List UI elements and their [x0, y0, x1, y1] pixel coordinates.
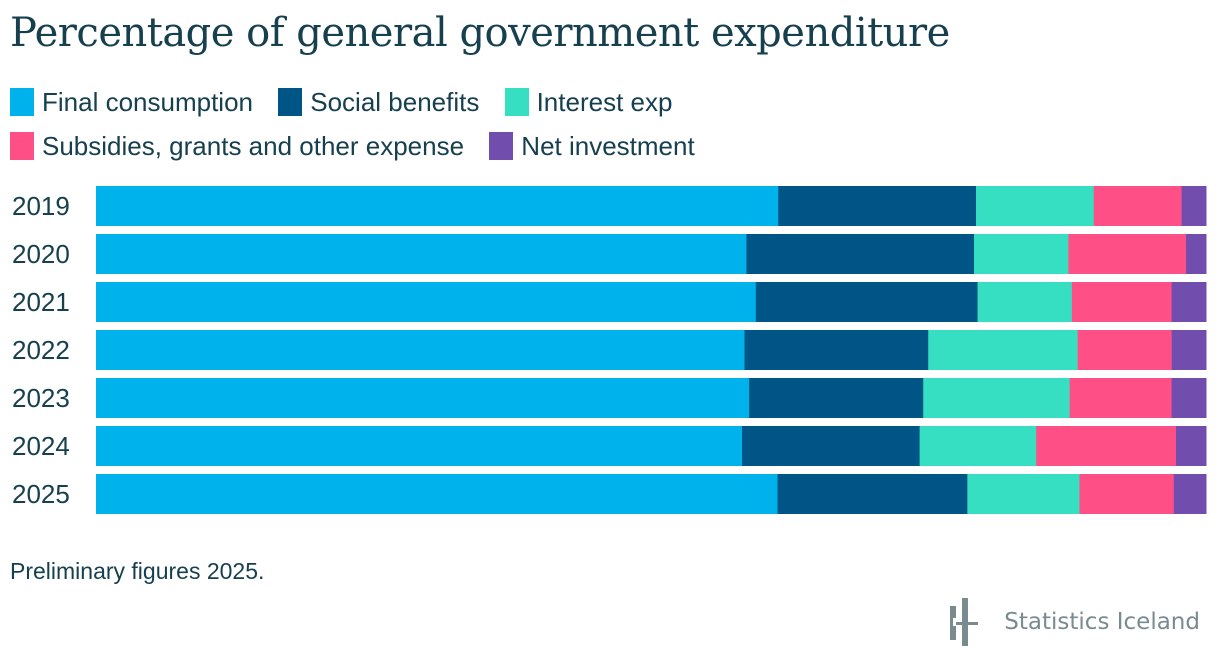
legend: Final consumption Social benefits Intere…: [10, 80, 1120, 168]
y-tick-label: 2025: [12, 479, 70, 509]
bar-segment-net-investment-2019[interactable]: [1181, 186, 1207, 226]
bar-segment-interest-exp-2019[interactable]: [976, 186, 1095, 226]
legend-label: Final consumption: [42, 87, 253, 117]
brand-name: Statistics Iceland: [1004, 609, 1200, 635]
bar-segment-subsidies-grants-and-other-expense-2021[interactable]: [1071, 282, 1173, 322]
legend-item-interest-exp[interactable]: Interest exp: [504, 80, 673, 124]
legend-item-net-investment[interactable]: Net investment: [489, 124, 695, 168]
y-tick-label: 2021: [12, 287, 70, 317]
bar-segment-social-benefits-2024[interactable]: [742, 426, 921, 466]
legend-swatch: [504, 88, 529, 116]
bar-segment-final-consumption-2023[interactable]: [96, 378, 750, 418]
bar-segment-social-benefits-2025[interactable]: [777, 474, 968, 514]
bar-segment-subsidies-grants-and-other-expense-2019[interactable]: [1093, 186, 1183, 226]
y-tick-label: 2022: [12, 335, 70, 365]
bar-segment-interest-exp-2022[interactable]: [928, 330, 1079, 370]
bar-segment-social-benefits-2023[interactable]: [749, 378, 924, 418]
bar-segment-interest-exp-2023[interactable]: [923, 378, 1071, 418]
bar-segment-subsidies-grants-and-other-expense-2025[interactable]: [1079, 474, 1175, 514]
legend-label: Interest exp: [536, 87, 673, 117]
legend-label: Net investment: [521, 131, 695, 161]
bar-segment-social-benefits-2021[interactable]: [755, 282, 979, 322]
bar-segment-interest-exp-2024[interactable]: [919, 426, 1037, 466]
bar-segment-subsidies-grants-and-other-expense-2020[interactable]: [1068, 234, 1187, 274]
stacked-bar-chart: 2019 2020 2021 2022 2023 2024 2025: [12, 186, 1207, 514]
bar-segment-final-consumption-2022[interactable]: [96, 330, 746, 370]
bar-segment-final-consumption-2020[interactable]: [96, 234, 747, 274]
y-tick-label: 2024: [12, 431, 70, 461]
bar-segment-final-consumption-2021[interactable]: [96, 282, 757, 322]
legend-item-subsidies[interactable]: Subsidies, grants and other expense: [10, 124, 464, 168]
legend-item-final-consumption[interactable]: Final consumption: [10, 80, 253, 124]
bar-segment-social-benefits-2019[interactable]: [778, 186, 977, 226]
bar-segment-interest-exp-2021[interactable]: [977, 282, 1073, 322]
bar-segment-subsidies-grants-and-other-expense-2024[interactable]: [1036, 426, 1177, 466]
y-tick-label: 2019: [12, 191, 70, 221]
bar-segment-interest-exp-2025[interactable]: [967, 474, 1080, 514]
y-tick-label: 2023: [12, 383, 70, 413]
bar-segment-subsidies-grants-and-other-expense-2023[interactable]: [1069, 378, 1173, 418]
bar-segment-net-investment-2022[interactable]: [1171, 330, 1207, 370]
bar-segment-net-investment-2020[interactable]: [1186, 234, 1207, 274]
bar-segment-final-consumption-2019[interactable]: [96, 186, 779, 226]
legend-item-social-benefits[interactable]: Social benefits: [278, 80, 479, 124]
bar-segment-social-benefits-2020[interactable]: [746, 234, 975, 274]
statistics-iceland-logo-icon: [950, 598, 979, 646]
legend-swatch: [489, 132, 514, 160]
legend-swatch: [278, 88, 303, 116]
footnote: Preliminary figures 2025.: [10, 558, 265, 584]
bar-segment-social-benefits-2022[interactable]: [744, 330, 929, 370]
brand-logo[interactable]: Statistics Iceland: [942, 596, 1200, 648]
legend-label: Social benefits: [310, 87, 480, 117]
bar-segment-net-investment-2025[interactable]: [1173, 474, 1207, 514]
legend-swatch: [10, 88, 34, 116]
chart-title: Percentage of general government expendi…: [10, 10, 950, 56]
bar-segment-net-investment-2023[interactable]: [1171, 378, 1207, 418]
bar-segment-final-consumption-2025[interactable]: [96, 474, 779, 514]
bar-segment-net-investment-2021[interactable]: [1171, 282, 1207, 322]
legend-label: Subsidies, grants and other expense: [42, 131, 465, 161]
y-tick-label: 2020: [12, 239, 70, 269]
bar-segment-net-investment-2024[interactable]: [1176, 426, 1207, 466]
bar-segment-interest-exp-2020[interactable]: [974, 234, 1069, 274]
legend-swatch: [10, 132, 34, 160]
bar-segment-final-consumption-2024[interactable]: [96, 426, 743, 466]
bar-segment-subsidies-grants-and-other-expense-2022[interactable]: [1077, 330, 1173, 370]
